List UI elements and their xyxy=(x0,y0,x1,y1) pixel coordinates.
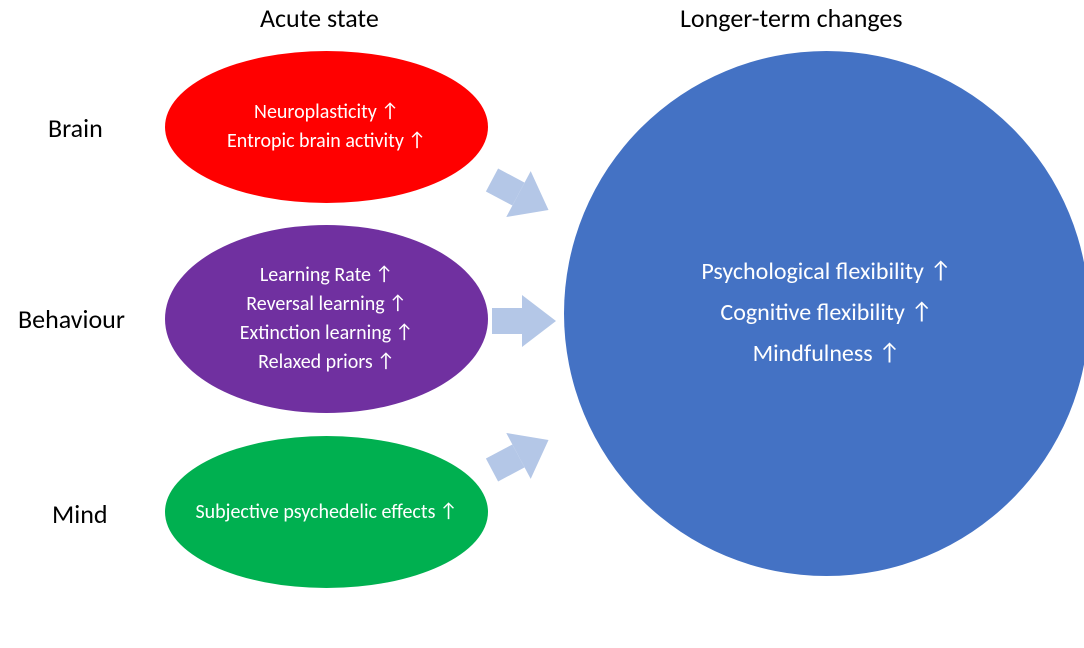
longterm-item-text: Psychological flexibility xyxy=(701,252,924,293)
longterm-item-text: Mindfulness xyxy=(753,334,873,375)
ellipse-item: Extinction learning↑ xyxy=(240,319,414,348)
ellipse-behaviour: Learning Rate↑Reversal learning↑Extincti… xyxy=(165,225,488,413)
ellipse-item-text: Relaxed priors xyxy=(258,348,373,377)
diagram-stage: { "headers": { "acute": "Acute state", "… xyxy=(0,0,1084,648)
ellipse-item-text: Extinction learning xyxy=(240,319,391,348)
ellipse-item-text: Subjective psychedelic effects xyxy=(195,500,435,524)
row-label-mind: Mind xyxy=(52,498,108,530)
up-arrow-icon: ↑ xyxy=(377,347,395,376)
ellipse-mind: Subjective psychedelic effects↑ xyxy=(165,436,488,588)
arrow-mind-to-longterm xyxy=(480,417,561,493)
ellipse-item: Neuroplasticity↑ xyxy=(254,98,399,127)
up-arrow-icon: ↑ xyxy=(911,292,933,333)
up-arrow-icon: ↑ xyxy=(408,126,426,155)
longterm-item: Cognitive flexibility↑ xyxy=(720,293,932,334)
ellipse-item-text: Learning Rate xyxy=(260,261,371,290)
ellipse-item: Learning Rate↑ xyxy=(260,261,393,290)
up-arrow-icon: ↑ xyxy=(395,318,413,347)
header-acute-state: Acute state xyxy=(260,2,379,34)
arrow-brain-to-longterm xyxy=(480,157,561,233)
arrow-head-icon xyxy=(522,295,556,347)
up-arrow-icon: ↑ xyxy=(381,97,399,126)
up-arrow-icon: ↑ xyxy=(930,251,952,292)
ellipse-item-text: Reversal learning xyxy=(246,290,384,319)
longterm-item: Psychological flexibility↑ xyxy=(701,252,951,293)
arrow-shaft xyxy=(492,308,522,334)
row-label-brain: Brain xyxy=(48,112,103,144)
longterm-item: Mindfulness↑ xyxy=(753,334,901,375)
ellipse-item-text: Entropic brain activity xyxy=(227,127,404,156)
ellipse-item: Relaxed priors↑ xyxy=(258,348,395,377)
up-arrow-icon: ↑ xyxy=(389,289,407,318)
ellipse-brain: Neuroplasticity↑Entropic brain activity↑ xyxy=(165,51,488,203)
up-arrow-icon: ↑ xyxy=(375,260,393,289)
ellipse-item: Subjective psychedelic effects↑ xyxy=(195,500,457,524)
longterm-item-text: Cognitive flexibility xyxy=(720,293,904,334)
up-arrow-icon: ↑ xyxy=(439,499,457,523)
row-label-behaviour: Behaviour xyxy=(18,303,125,335)
arrow-behaviour-to-longterm xyxy=(492,295,556,347)
ellipse-item-text: Neuroplasticity xyxy=(254,98,377,127)
ellipse-item: Reversal learning↑ xyxy=(246,290,407,319)
up-arrow-icon: ↑ xyxy=(879,333,901,374)
ellipse-longer-term-changes: Psychological flexibility↑Cognitive flex… xyxy=(564,51,1084,576)
ellipse-item: Entropic brain activity↑ xyxy=(227,127,426,156)
header-longer-term-changes: Longer-term changes xyxy=(680,2,903,34)
